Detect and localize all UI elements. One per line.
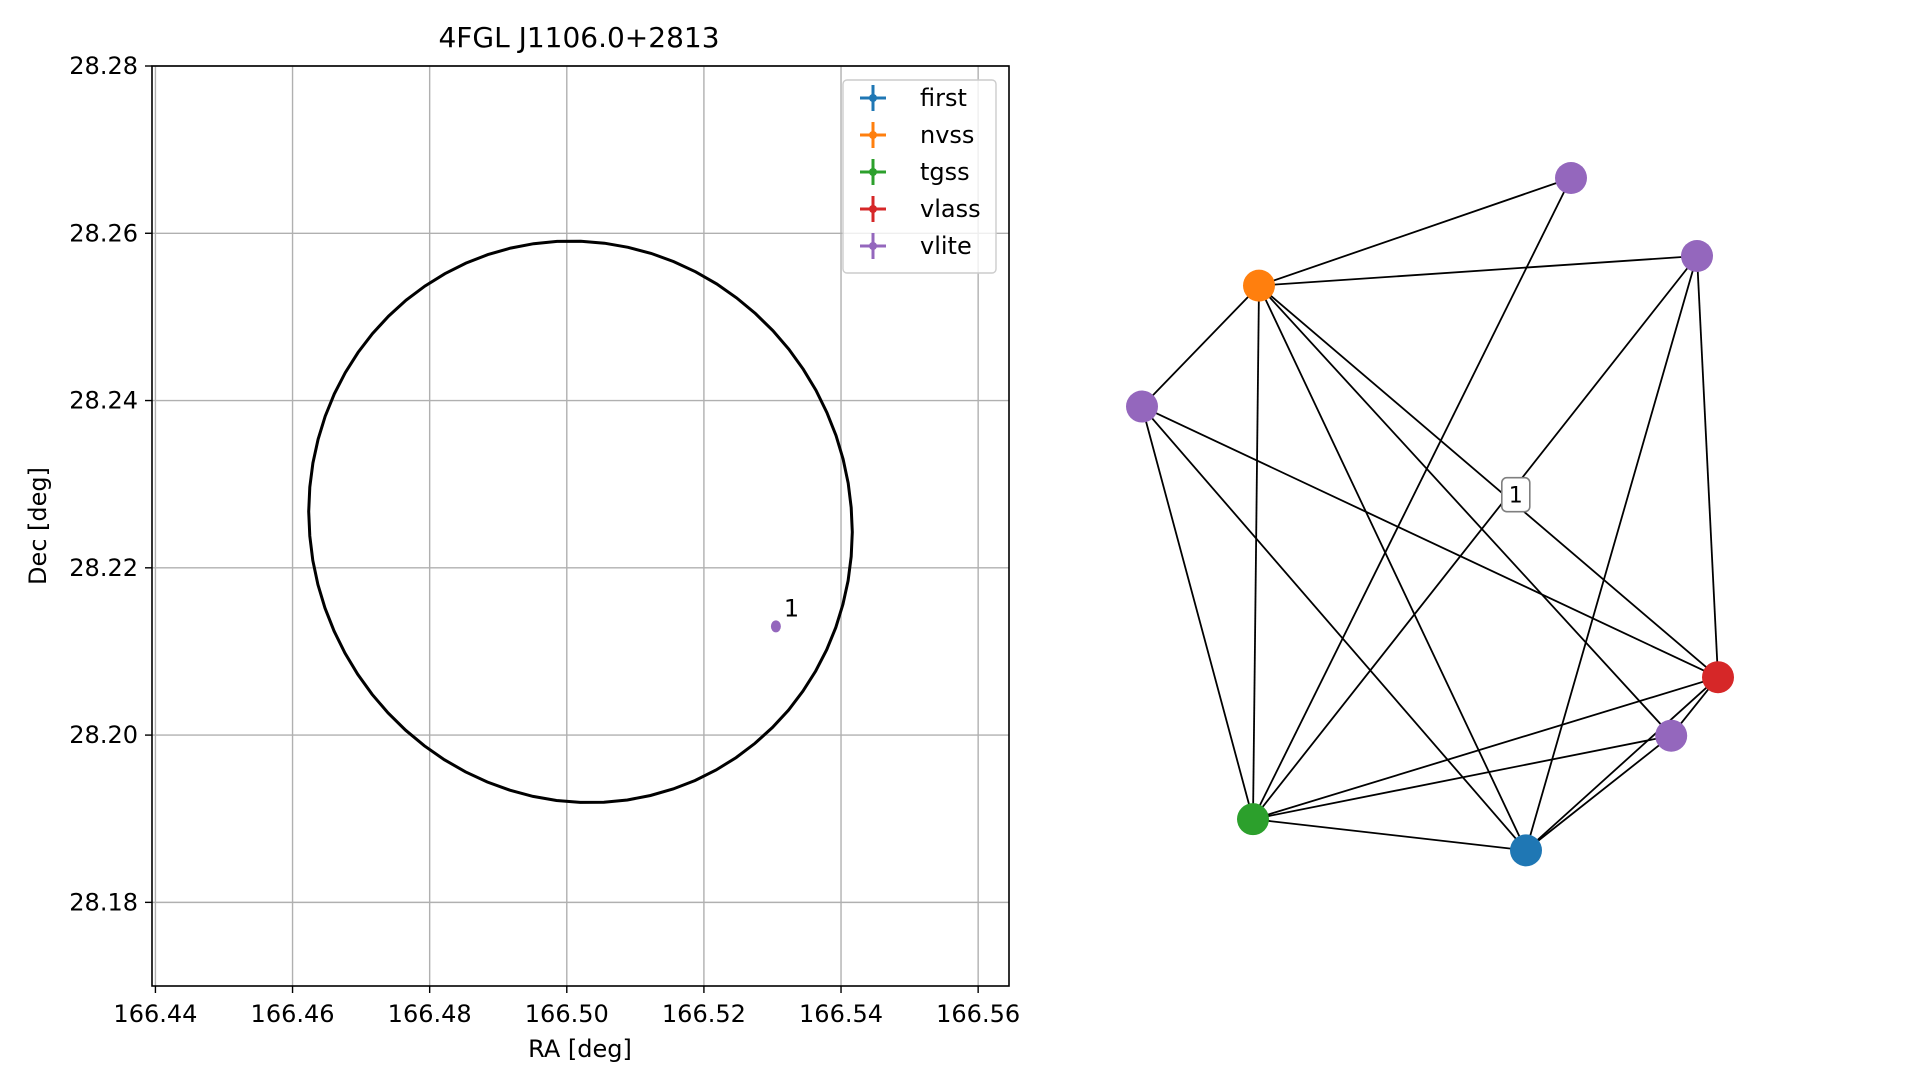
legend-marker-dot [869, 131, 877, 139]
points-layer: 1 [770, 594, 799, 633]
legend-items: first nvss tgss vlass vlite [860, 84, 981, 260]
x-tick-label: 166.46 [251, 1000, 335, 1028]
network-edge [1525, 255, 1698, 851]
y-tick-label: 28.20 [69, 721, 138, 749]
network-edges [1141, 177, 1719, 852]
x-axis-label: RA [deg] [528, 1035, 632, 1063]
network-edge [1696, 255, 1719, 678]
legend: first nvss tgss vlass vlite [842, 79, 997, 274]
ellipse-layer [307, 239, 854, 804]
error-ellipse [307, 239, 854, 804]
network-edge [1258, 177, 1572, 287]
y-tick-label: 28.26 [69, 219, 138, 247]
network-edge [1252, 818, 1527, 852]
network-node-vlite [1555, 162, 1587, 194]
legend-label: nvss [920, 121, 974, 149]
network-node-vlite [1681, 240, 1713, 272]
x-tick-label: 166.54 [799, 1000, 883, 1028]
y-tick-label: 28.28 [69, 52, 138, 80]
edge-label-layer: 1 [1501, 476, 1531, 513]
network-edge [1252, 676, 1719, 821]
legend-label: vlite [920, 232, 972, 260]
legend-item-nvss: nvss [860, 121, 974, 149]
network-edge [1252, 734, 1672, 821]
network-node-vlass [1702, 661, 1734, 694]
network-edge [1258, 255, 1698, 287]
network-edge [1252, 285, 1260, 820]
legend-marker-dot [869, 205, 877, 213]
plot-frame [151, 65, 1010, 987]
legend-label: vlass [920, 195, 981, 223]
source-label: 1 [784, 594, 799, 622]
y-tick-label: 28.18 [69, 888, 138, 916]
sky-map-title: 4FGL J1106.0+2813 [438, 21, 719, 54]
network-nodes [1126, 162, 1734, 867]
y-tick-label: 28.22 [69, 554, 138, 582]
legend-item-first: first [860, 84, 967, 112]
network-edge [1252, 255, 1698, 820]
legend-frame [842, 79, 997, 274]
y-tick-label: 28.24 [69, 387, 138, 415]
x-ticks: 166.44 166.46 166.48 166.50 166.52 166.54 166.… [113, 986, 1020, 1028]
network-edge [1141, 405, 1527, 851]
x-tick-label: 166.48 [388, 1000, 472, 1028]
network-edge [1141, 405, 1719, 679]
legend-item-tgss: tgss [860, 158, 970, 186]
network-edge [1258, 284, 1719, 678]
legend-marker-dot [869, 94, 877, 102]
y-axis-label: Dec [deg] [24, 467, 52, 585]
legend-item-vlite: vlite [860, 232, 972, 260]
network-node-vlite [1655, 719, 1688, 752]
x-tick-label: 166.56 [936, 1000, 1020, 1028]
network-edge [1141, 406, 1254, 820]
y-ticks: 28.18 28.20 28.22 28.24 28.26 28.28 [69, 52, 152, 916]
network-edge [1141, 285, 1260, 408]
legend-label: first [920, 84, 967, 112]
source-point-vlite [770, 620, 781, 633]
network-edge [1258, 285, 1527, 851]
edge-label-box [1501, 476, 1531, 513]
network-edge [1258, 285, 1672, 737]
network-node-first [1510, 834, 1542, 867]
network-panel: 1 [1126, 162, 1734, 867]
legend-label: tgss [920, 158, 970, 186]
legend-item-vlass: vlass [860, 195, 981, 223]
edge-label-text: 1 [1509, 484, 1523, 509]
x-tick-label: 166.52 [662, 1000, 746, 1028]
x-tick-label: 166.50 [525, 1000, 609, 1028]
legend-marker-dot [869, 242, 877, 250]
x-tick-label: 166.44 [113, 1000, 197, 1028]
network-edge [1525, 676, 1719, 852]
network-node-nvss [1243, 269, 1275, 302]
network-node-vlite [1126, 390, 1158, 423]
legend-marker-dot [869, 168, 877, 176]
network-edge [1252, 177, 1572, 820]
network-node-tgss [1237, 803, 1269, 836]
sky-map-panel: 4FGL J1106.0+2813 1 166.44 166.46 166.48 16… [24, 21, 1020, 1063]
network-edge [1525, 734, 1672, 852]
